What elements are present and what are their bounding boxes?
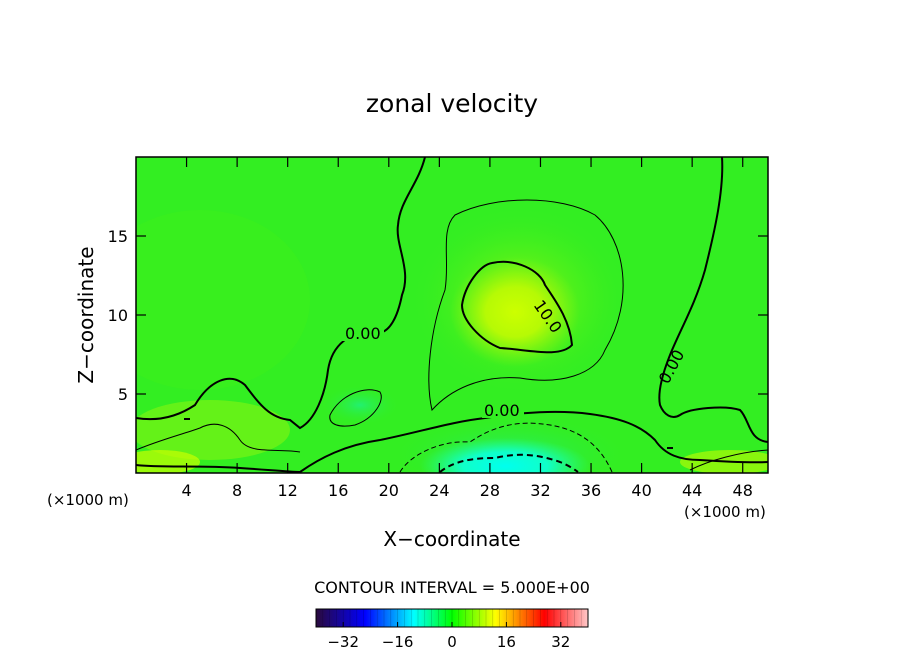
y-axis: 5 10 15: [108, 227, 768, 404]
colorbar-tick-label: 0: [447, 633, 457, 651]
y-tick-label: 5: [118, 385, 128, 404]
y-tick-label: 15: [108, 227, 128, 246]
colorbar: −32 −16 0 16 32: [315, 608, 589, 651]
contour-five-blob: [329, 389, 382, 427]
contour-zero-bottom: [299, 410, 768, 473]
contour-five-right: [689, 449, 768, 471]
contour-ten: [460, 260, 574, 354]
x-tick-label: 8: [232, 481, 242, 500]
colorbar-tick-label: −32: [327, 633, 359, 651]
contour-zero-left: [136, 157, 426, 430]
x-unit-label-left: (×1000 m): [47, 491, 129, 509]
contour-five-jet: [428, 199, 624, 412]
contour-interval-label: CONTOUR INTERVAL = 5.000E+00: [314, 578, 590, 597]
x-tick-label: 24: [429, 481, 449, 500]
left-bottom-yellow: [136, 450, 200, 473]
colorbar-tick-label: 32: [551, 633, 570, 651]
x-tick-label: 20: [379, 481, 399, 500]
x-tick-label: 16: [328, 481, 348, 500]
colorbar-tick-label: 16: [497, 633, 516, 651]
contour-lines: [136, 157, 768, 473]
contour-zero-bottom-left: [136, 464, 301, 473]
label-bg-1: [342, 324, 384, 341]
x-tick-label: 28: [480, 481, 500, 500]
y-tick-label: 10: [108, 306, 128, 325]
contour-label-zero-bottom: 0.00: [484, 401, 520, 420]
colorbar-ticks: −32 −16 0 16 32: [327, 622, 570, 651]
x-tick-label: 32: [530, 481, 550, 500]
x-tick-label: 44: [682, 481, 702, 500]
x-axis: 4 8 12 16 20 24 28 32 36 40 44 48: [181, 157, 753, 500]
y-axis-label: Z−coordinate: [74, 246, 98, 383]
x-tick-label: 4: [181, 481, 191, 500]
negative-core: [420, 438, 590, 473]
x-tick-label: 12: [278, 481, 298, 500]
velocity-field: 0.00 10.0 0.00 0.00: [136, 157, 768, 473]
jet-core: [450, 257, 580, 367]
x-axis-label: X−coordinate: [383, 527, 520, 551]
contour-five-left: [136, 423, 301, 453]
colorbar-tick-label: −16: [382, 633, 414, 651]
x-tick-label: 48: [733, 481, 753, 500]
x-tick-label: 40: [631, 481, 651, 500]
chart-title: zonal velocity: [366, 89, 538, 118]
upper-left-tint: [136, 210, 310, 390]
contour-zero-right: [658, 157, 768, 443]
contour-neg-five: [399, 422, 613, 473]
x-unit-label-right: (×1000 m): [684, 503, 766, 521]
contour-label-zero-left: 0.00: [345, 324, 381, 343]
colorbar-stripes: [315, 609, 589, 627]
x-tick-label: 36: [581, 481, 601, 500]
low-blob: [320, 385, 400, 425]
label-bg-4: [482, 401, 524, 418]
contour-neg-ten: [439, 453, 579, 473]
